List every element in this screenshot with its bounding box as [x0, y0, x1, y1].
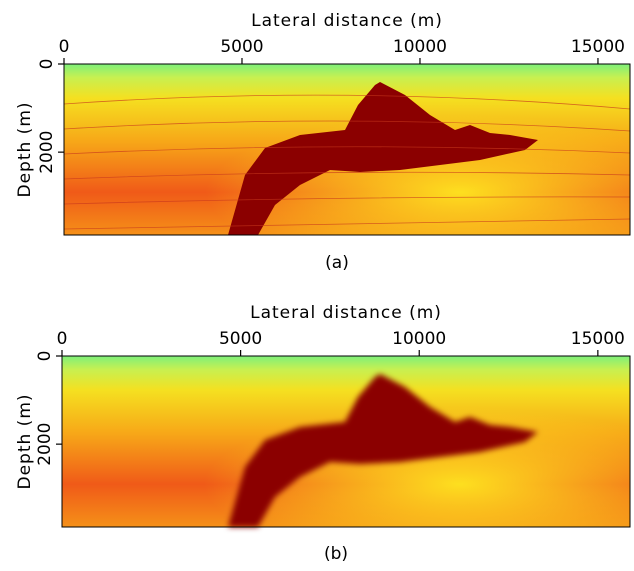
plot-frame [63, 63, 631, 236]
panels: 0 5000 10000 15000 0 2000 Lateral distance (m)… [15, 11, 631, 564]
x-tick-label: 0 [57, 329, 68, 349]
x-tick-label: 15000 [571, 329, 625, 349]
horizon [63, 146, 631, 155]
x-tick-label: 10000 [393, 37, 447, 57]
y-tick-label: 0 [37, 59, 57, 70]
y-tick-label: 0 [35, 351, 55, 362]
caption: (a) [325, 253, 349, 273]
x-axis-label: Lateral distance (m) [251, 11, 443, 31]
x-tick-label: 15000 [571, 37, 625, 57]
panel: 0 5000 10000 15000 0 2000 Lateral distance (m)… [15, 11, 631, 273]
x-tick-label: 10000 [392, 329, 446, 349]
plot-frame [61, 355, 631, 528]
y-axis-label: Depth (m) [15, 101, 35, 197]
panel: 0 5000 10000 15000 0 2000 Lateral distance (m)… [15, 303, 631, 564]
x-axis-label: Lateral distance (m) [250, 303, 442, 323]
horizon [63, 218, 631, 230]
horizon [63, 171, 631, 180]
y-axis-label: Depth (m) [15, 393, 35, 489]
y-tick-label: 2000 [35, 423, 55, 466]
x-tick-label: 0 [59, 37, 70, 57]
horizon [63, 120, 631, 132]
caption: (b) [324, 544, 348, 564]
horizon [63, 94, 631, 110]
x-tick-label: 5000 [219, 329, 262, 349]
y-tick-label: 2000 [37, 131, 57, 174]
x-tick-label: 5000 [220, 37, 263, 57]
horizon [63, 196, 631, 205]
